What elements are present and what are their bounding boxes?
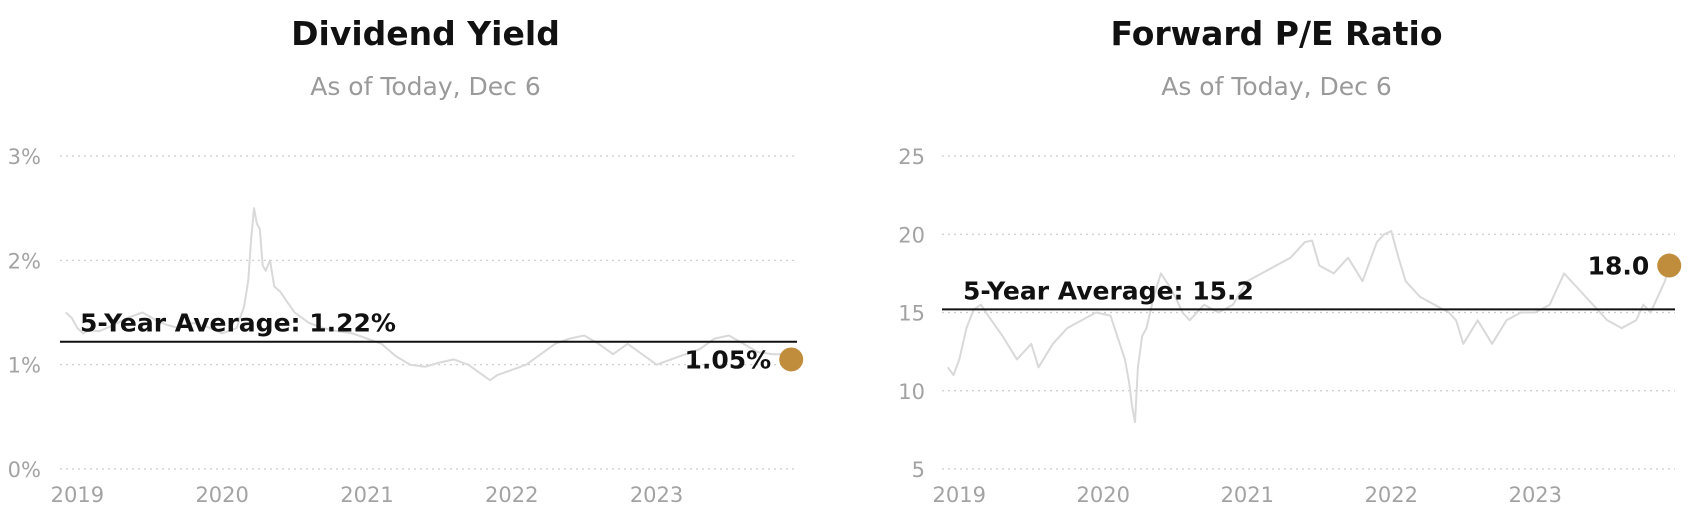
forward-pe-chart: 5 10 15 20 25 2019 2020 2021 2022 2023 5-Year Aver… — [898, 145, 1682, 507]
chart-subtitle: As of Today, Dec 6 — [1161, 72, 1392, 101]
x-tick-label: 2020 — [1077, 483, 1130, 507]
series-line — [65, 207, 792, 382]
current-value-label: 1.05% — [684, 345, 771, 374]
x-tick-label: 2023 — [630, 483, 683, 507]
y-tick-label: 2% — [8, 249, 41, 273]
y-tick-label: 1% — [8, 354, 41, 378]
y-tick-label: 20 — [898, 223, 925, 247]
chart-title: Forward P/E Ratio — [1110, 14, 1443, 53]
y-tick-label: 15 — [898, 302, 925, 326]
x-tick-label: 2022 — [485, 483, 538, 507]
chart-subtitle: As of Today, Dec 6 — [310, 72, 541, 101]
y-tick-label: 5 — [912, 458, 925, 482]
y-tick-label: 10 — [898, 380, 925, 404]
x-tick-label: 2022 — [1365, 483, 1418, 507]
current-value-label: 18.0 — [1588, 252, 1650, 281]
x-tick-label: 2020 — [195, 483, 248, 507]
chart-title: Dividend Yield — [291, 14, 560, 53]
y-tick-label: 3% — [8, 145, 41, 169]
forward-pe-panel: Forward P/E Ratio As of Today, Dec 6 5 10… — [851, 0, 1702, 526]
dividend-yield-panel: Dividend Yield As of Today, Dec 6 0% 1% 2%… — [8, 14, 804, 507]
x-tick-label: 2023 — [1509, 483, 1562, 507]
average-label: 5-Year Average: 15.2 — [963, 276, 1254, 305]
dividend-yield-chart: 0% 1% 2% 3% 2019 2020 2021 2022 2023 5-Year Avera… — [8, 145, 804, 507]
x-tick-label: 2021 — [1221, 483, 1274, 507]
y-tick-label: 25 — [898, 145, 925, 169]
x-tick-label: 2019 — [933, 483, 986, 507]
average-label: 5-Year Average: 1.22% — [80, 309, 396, 338]
series-line — [946, 230, 1671, 424]
x-tick-label: 2019 — [51, 483, 104, 507]
x-tick-label: 2021 — [340, 483, 393, 507]
current-value-dot — [779, 347, 804, 372]
y-tick-label: 0% — [8, 458, 41, 482]
current-value-dot — [1657, 253, 1682, 278]
